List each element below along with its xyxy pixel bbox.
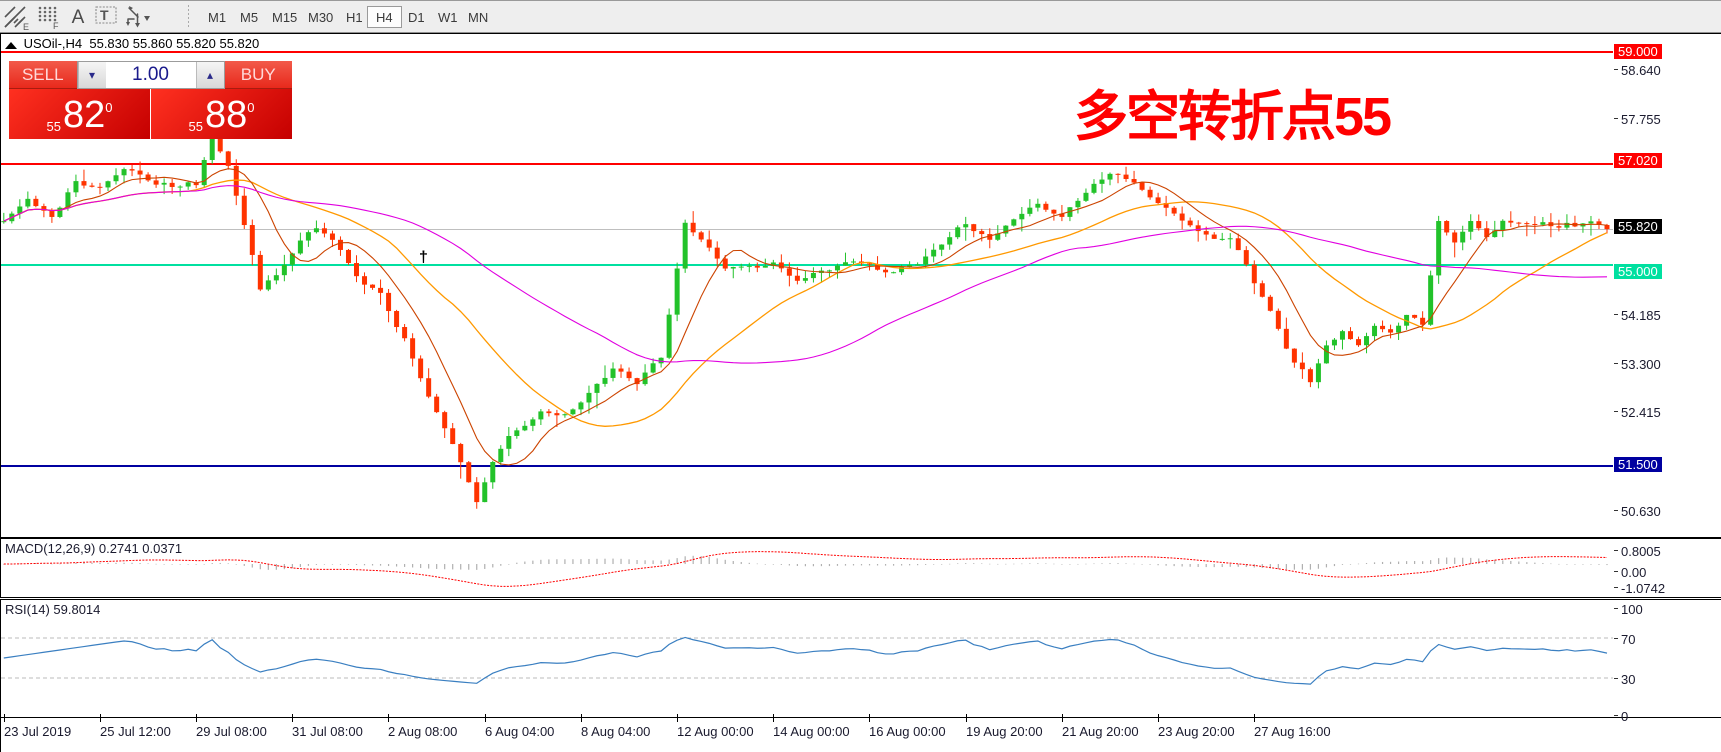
- svg-text:T: T: [100, 7, 109, 23]
- svg-text:F: F: [53, 21, 59, 31]
- svg-text:E: E: [23, 22, 29, 31]
